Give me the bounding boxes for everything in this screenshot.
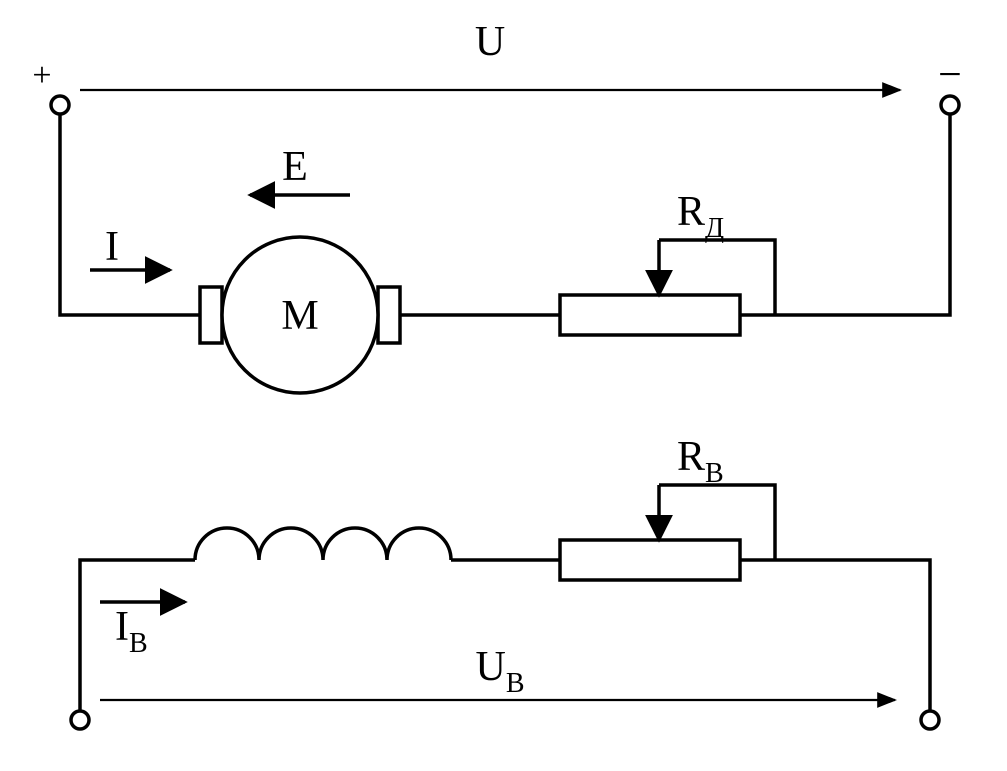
wire-armature-left bbox=[60, 114, 200, 315]
minus-icon: − bbox=[938, 52, 962, 98]
circuit-diagram: U + − M I E RД IВ RВ UВ bbox=[0, 0, 1007, 771]
terminal-bottom-left bbox=[71, 711, 89, 729]
terminal-top-right bbox=[941, 96, 959, 114]
wire-armature-right bbox=[740, 114, 950, 315]
terminal-bottom-right bbox=[921, 711, 939, 729]
terminal-top-left bbox=[51, 96, 69, 114]
plus-icon: + bbox=[32, 57, 51, 94]
rheostat-field-label: RВ bbox=[677, 434, 724, 489]
voltage-label-bottom: UВ bbox=[475, 644, 524, 699]
current-label-armature: I bbox=[105, 224, 119, 270]
wire-field-right bbox=[740, 560, 930, 711]
motor-label: M bbox=[281, 293, 318, 339]
motor-brush-right bbox=[378, 287, 400, 343]
rheostat-armature bbox=[560, 295, 740, 335]
emf-label: E bbox=[282, 144, 308, 190]
motor-brush-left bbox=[200, 287, 222, 343]
field-winding bbox=[195, 528, 451, 560]
rheostat-field bbox=[560, 540, 740, 580]
voltage-label-top: U bbox=[475, 19, 505, 65]
current-label-field: IВ bbox=[115, 604, 148, 659]
rheostat-armature-label: RД bbox=[677, 189, 724, 244]
